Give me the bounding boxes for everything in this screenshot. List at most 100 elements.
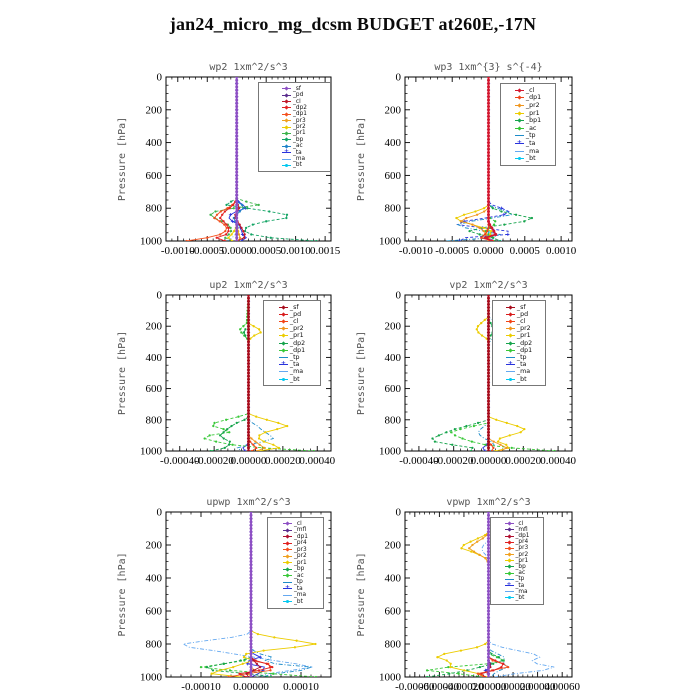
legend-item-vpwp_pr3: _pr3 [504,545,530,551]
legend-label: _pr3 [293,117,306,124]
legend-item-wp3_cl: _cl [514,86,541,95]
legend-item-up2_cl: _cl [278,318,305,325]
legend-item-wp2_ta: + _ta [282,148,307,156]
legend-marker-diamond-icon [504,546,514,551]
x-tick-label: 0.00000 [233,681,269,693]
panel-wp3: wp3 1xm^{3} s^{-4} Pressure [hPa] -0.0010-… [356,62,577,257]
legend-marker-dot-icon [278,377,288,382]
x-tick-label: -0.00020 [194,455,234,467]
legend-item-wp2_ac: _ac [282,143,307,149]
legend-label: _pr1 [289,332,304,340]
y-tick-label: 0 [157,72,163,84]
legend-marker-diamond-icon [282,137,292,142]
legend-label: _ta [516,361,527,369]
legend-label: _bt [515,594,525,601]
legend-marker-dash-icon [282,157,292,162]
series-line-wp2_dp2 [215,77,238,241]
x-tick-label: -0.00040 [420,681,460,693]
legend-marker-diamond-icon [504,564,514,570]
legend-marker-dash-icon [283,593,293,598]
y-axis-label: Pressure [hPa] [356,331,367,415]
legend-label: _dp2 [289,339,306,347]
legend-label: _ma [525,147,540,155]
legend-label: _dp1 [515,533,530,540]
legend-label: _pr1 [516,332,531,340]
series-line-wp3_pr2 [459,77,489,241]
y-tick-label: 0 [396,72,402,84]
legend-label: _tp [516,353,527,361]
legend-item-wp2_bp: _bp [282,137,307,143]
legend-label: _pr1 [515,557,529,564]
legend-label: _tp [525,132,536,140]
series-line-vpwp_pr1 [436,512,489,677]
legend-label: _pd [516,310,529,318]
legend-item-vpwp_bt: _bt [504,594,530,601]
series-line-up2_dp2 [210,295,249,451]
x-tick-label: 0.00020 [495,681,531,693]
legend-marker-diamond-icon [504,558,514,563]
legend-marker-dash-icon [278,355,288,360]
legend-marker-diamond-icon [505,333,515,339]
legend-item-vpwp_ac: _ac [504,570,530,576]
y-tick-label: 1000 [379,236,402,248]
panel-title-wp3: wp3 1xm^{3} s^{-4} [434,62,542,73]
legend-label: _pd [289,310,302,318]
plot-area-upwp [181,512,318,677]
legend-item-upwp_tp: _tp [283,579,308,586]
legend-item-upwp_ta: + _ta [283,584,308,593]
legend-item-up2_sf: _sf [278,304,305,311]
legend-label: _cl [516,318,526,326]
legend-marker-diamond-icon [278,319,288,324]
legend-item-upwp_pr1: _pr1 [283,560,308,567]
legend-item-vpwp_dp1: _dp1 [504,533,530,540]
legend-marker-diamond-icon [282,118,292,123]
legend-item-up2_bt: _bt [278,375,305,383]
panel-upwp: upwp 1xm^2/s^3 Pressure [hPa] -0.00010 0.00… [117,497,332,693]
legend-label: _cl [294,520,302,527]
legend-marker-plus-icon: + [505,360,515,368]
legend-label: _bt [289,375,300,383]
legend-marker-diamond-icon [505,326,515,331]
legend-marker-diamond-icon [514,126,524,131]
legend-marker-diamond-icon [278,348,288,353]
legend-marker-diamond-icon [514,103,524,108]
legend-label: _dp1 [289,346,306,354]
legend-item-upwp_dp1: _dp1 [283,534,308,541]
y-tick-label: 200 [385,104,402,116]
x-tick-label: -0.0010 [161,245,195,257]
legend-marker-diamond-icon [504,521,514,526]
legend-label: _dp2 [293,104,307,111]
legend-marker-diamond-icon [282,93,292,98]
legend-label: _cl [525,86,535,94]
y-axis-label: Pressure [hPa] [356,552,367,636]
series-line-vp2_dp2 [431,295,494,451]
legend-marker-diamond-icon [505,305,515,310]
legend-label: _pr2 [516,325,531,333]
x-tick-label: 0.00040 [540,455,576,467]
legend-marker-dash-icon [514,133,524,138]
legend-item-wp3_ta: + _ta [514,139,541,148]
legend-marker-dash-icon [505,355,515,360]
legend-item-wp2_dp2: _dp2 [282,105,307,111]
legend-item-wp2_sf: _sf [282,86,307,92]
y-tick-label: 1000 [140,236,163,248]
plot-area-wp2 [185,77,318,241]
legend-label: _dp1 [516,346,533,354]
legend-label: _ta [289,361,300,369]
series-line-vpwp_pr2 [468,512,489,677]
legend-label: _cl [515,520,524,527]
legend-label: _bp1 [525,117,542,125]
y-tick-label: 400 [385,573,402,585]
legend-marker-dot-icon [504,595,514,600]
y-tick-label: 600 [385,606,402,618]
x-tick-label: 0.00000 [231,455,267,467]
plot-area-vpwp [425,512,555,677]
legend-marker-diamond-icon [283,521,293,526]
legend-label: _dp1 [294,533,308,540]
legend-marker-dash-icon [504,577,514,582]
legend-item-upwp_bp: _bp [283,566,308,573]
legend-marker-diamond-icon [505,340,515,346]
legend-marker-diamond-icon [282,99,292,104]
y-tick-label: 400 [146,137,163,149]
